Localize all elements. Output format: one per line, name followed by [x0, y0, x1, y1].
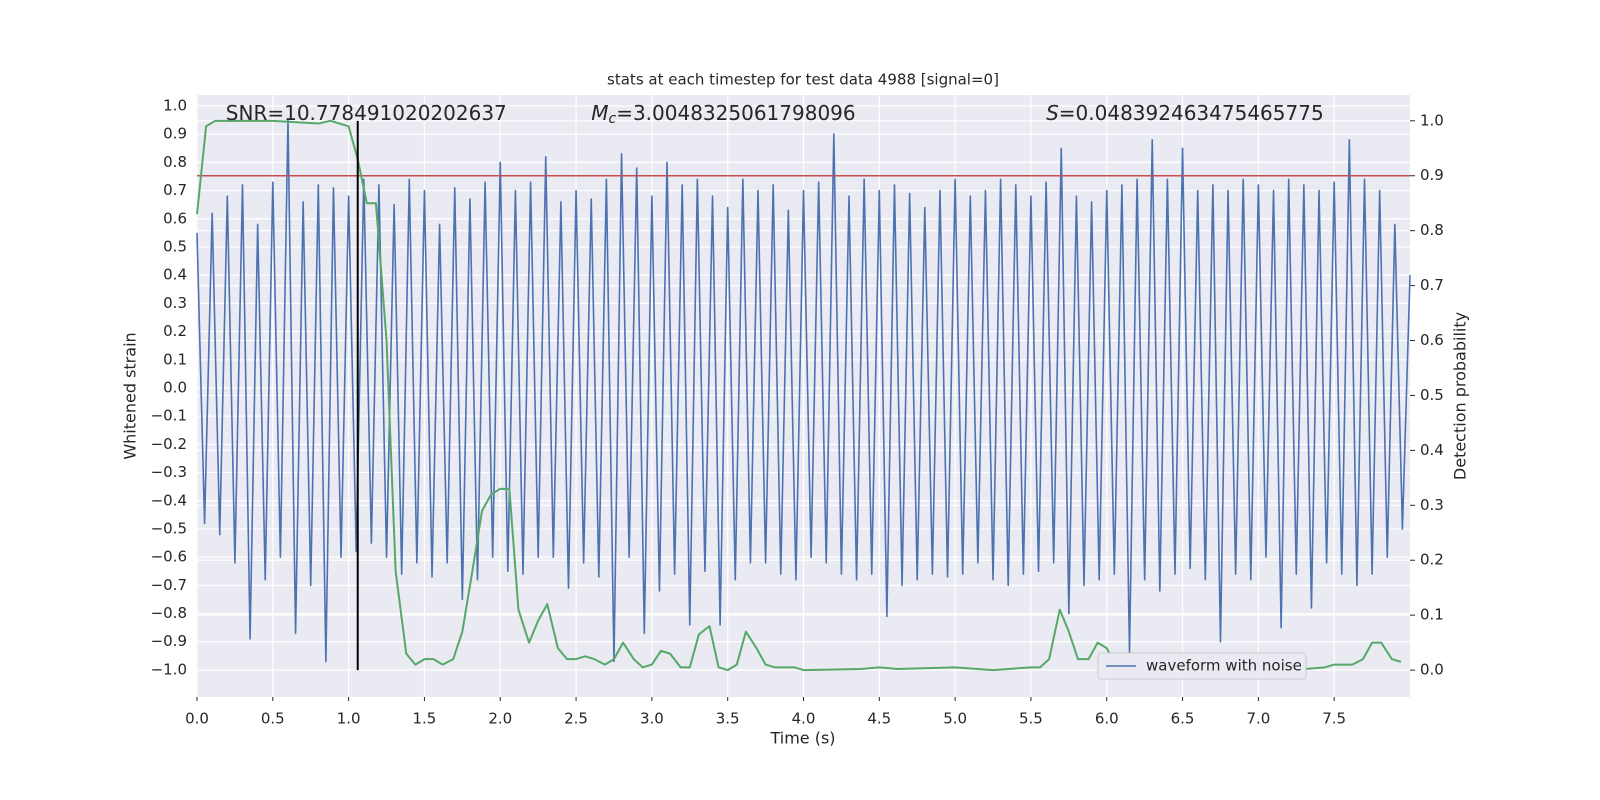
y-tick-label: −0.6: [151, 548, 187, 566]
annotation-symbol: S: [1046, 101, 1059, 125]
x-tick-label: 1.5: [413, 710, 437, 728]
x-tick-label: 4.0: [792, 710, 816, 728]
annotation-subscript: c: [608, 111, 616, 127]
y-tick-label: 0.7: [163, 181, 187, 199]
y-tick-label: −0.7: [151, 576, 187, 594]
y-axis-label: Whitened strain: [121, 332, 140, 459]
legend-label: waveform with noise: [1146, 657, 1302, 675]
y-tick-label: 0.4: [163, 266, 187, 284]
chart-title: stats at each timestep for test data 498…: [607, 71, 999, 89]
annotation-text: =0.048392463475465775: [1059, 101, 1324, 125]
y2-tick-label: 0.4: [1420, 441, 1444, 459]
annotation-text: =3.0048325061798096: [616, 101, 855, 125]
y-tick-label: 0.6: [163, 209, 187, 227]
y-tick-label: −1.0: [151, 660, 187, 678]
y2-tick-label: 0.0: [1420, 661, 1444, 679]
legend-box: [1097, 652, 1307, 680]
annotation-text: SNR=10.778491020202637: [226, 101, 507, 125]
y-tick-label: 0.3: [163, 294, 187, 312]
y2-tick-label: 0.2: [1420, 551, 1444, 569]
annotation: SNR=10.778491020202637: [226, 101, 507, 125]
y-tick-label: −0.1: [151, 407, 187, 425]
annotation-symbol: M: [591, 101, 608, 125]
y2-axis-label: Detection probability: [1451, 312, 1470, 480]
y-tick-label: 0.5: [163, 237, 187, 255]
y-tick-label: −0.3: [151, 463, 187, 481]
x-tick-label: 6.5: [1171, 710, 1195, 728]
x-tick-label: 7.5: [1322, 710, 1346, 728]
y2-tick-label: 0.6: [1420, 331, 1444, 349]
y-tick-label: 0.1: [163, 350, 187, 368]
y2-tick-label: 0.9: [1420, 166, 1444, 184]
y-tick-label: −0.2: [151, 435, 187, 453]
y-tick-label: −0.8: [151, 604, 187, 622]
y-tick-label: 0.2: [163, 322, 187, 340]
y2-tick-label: 0.7: [1420, 276, 1444, 294]
x-tick-label: 0.5: [261, 710, 285, 728]
x-tick-label: 7.0: [1246, 710, 1270, 728]
y2-tick-label: 0.1: [1420, 606, 1444, 624]
y2-tick-label: 0.3: [1420, 496, 1444, 514]
x-axis-label: Time (s): [769, 729, 835, 748]
y-tick-label: 1.0: [163, 96, 187, 114]
y-tick-label: −0.4: [151, 491, 187, 509]
x-tick-label: 3.5: [716, 710, 740, 728]
y-tick-label: 0.9: [163, 125, 187, 143]
series-line: [196, 119, 1411, 663]
x-tick-label: 2.5: [564, 710, 588, 728]
annotation: S=0.048392463475465775: [1046, 101, 1324, 125]
x-tick-label: 0.0: [185, 710, 209, 728]
y2-tick-label: 1.0: [1420, 111, 1444, 129]
y-tick-label: 0.0: [163, 378, 187, 396]
x-tick-label: 4.5: [867, 710, 891, 728]
y-tick-label: −0.9: [151, 632, 187, 650]
x-tick-label: 1.0: [337, 710, 361, 728]
x-tick-label: 3.0: [640, 710, 664, 728]
y2-tick-label: 0.5: [1420, 386, 1444, 404]
x-tick-label: 2.0: [488, 710, 512, 728]
x-tick-label: 5.0: [943, 710, 967, 728]
x-tick-label: 6.0: [1095, 710, 1119, 728]
annotation: Mc=3.0048325061798096: [591, 101, 855, 128]
y2-tick-label: 0.8: [1420, 221, 1444, 239]
series-line: [196, 119, 1402, 672]
y-tick-label: 0.8: [163, 153, 187, 171]
y-tick-label: −0.5: [151, 519, 187, 537]
x-tick-label: 5.5: [1019, 710, 1043, 728]
